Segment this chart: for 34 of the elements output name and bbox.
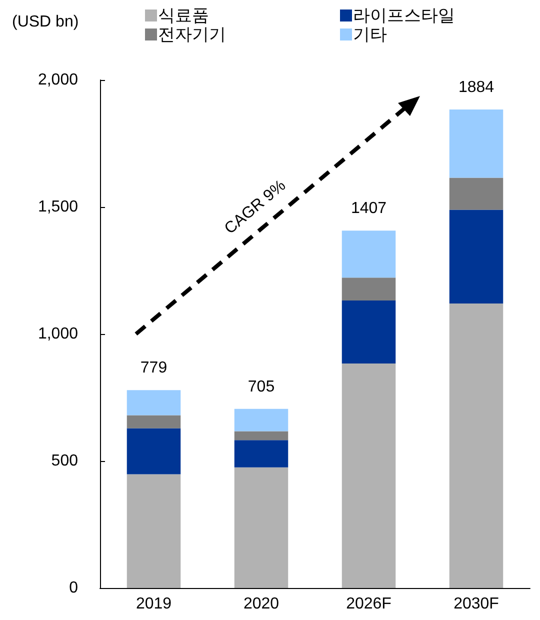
x-tick-label: 2019	[136, 596, 172, 612]
bar	[126, 428, 181, 474]
x-tick-label: 2030F	[454, 596, 500, 612]
total-label: 1407	[350, 200, 387, 218]
bar	[234, 431, 288, 440]
x-tick-label: 2020	[243, 596, 280, 612]
bar	[449, 178, 504, 210]
y-axis-title: (USD bn)	[12, 14, 79, 30]
bar	[342, 278, 396, 300]
x-tick-label: 2026F	[346, 596, 392, 612]
legend-label: 전자기기	[158, 25, 226, 44]
y-tick-label: 500	[51, 452, 78, 470]
legend-label: 식료품	[158, 6, 209, 25]
bar	[449, 304, 504, 588]
y-tick-label: 2,000	[38, 72, 78, 88]
y-tick-label: 1,500	[38, 198, 78, 216]
bar	[234, 467, 288, 588]
y-tick-label: 0	[69, 580, 78, 596]
bar	[449, 210, 504, 304]
bar	[126, 415, 181, 428]
bar	[126, 390, 181, 416]
bar	[449, 109, 504, 178]
total-label: 705	[248, 378, 275, 396]
legend-label: 라이프스타일	[353, 6, 455, 25]
bar	[342, 300, 396, 364]
legend-label: 기타	[353, 25, 387, 44]
bar	[234, 440, 288, 468]
total-label: 1884	[458, 78, 494, 96]
y-tick-label: 1,000	[38, 326, 78, 342]
bar	[126, 474, 181, 588]
bar	[234, 408, 288, 432]
bar	[342, 230, 396, 278]
bar	[342, 363, 396, 588]
total-label: 779	[140, 360, 168, 377]
